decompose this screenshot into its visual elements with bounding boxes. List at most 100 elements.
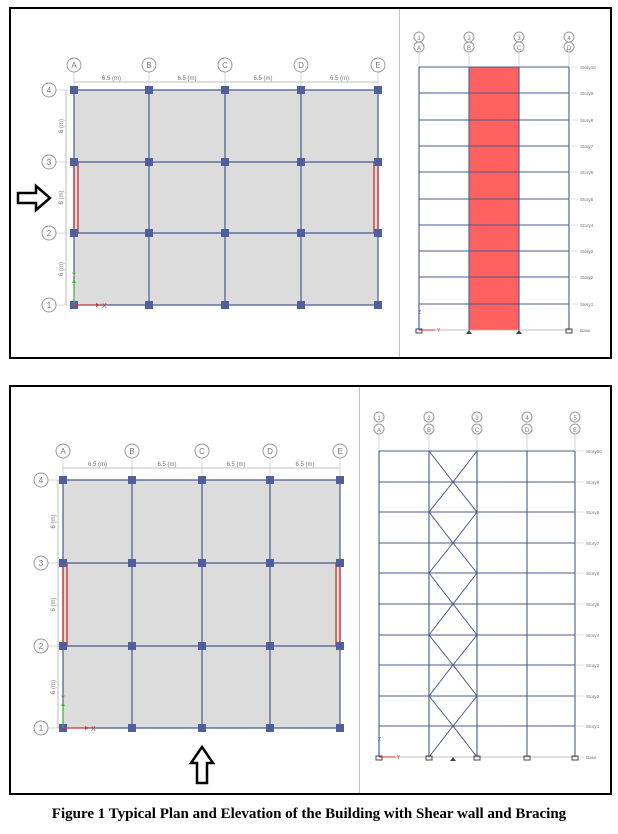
column: [374, 86, 382, 94]
story-label-Story9: Story9: [586, 480, 600, 485]
column: [59, 559, 67, 567]
elevation-view-shear-wall: 1 A 2 B 3 C 4 D Story10 Story9 Story8 Story7 Story6 S…: [399, 9, 596, 357]
column: [59, 642, 67, 650]
column: [198, 559, 206, 567]
bay-dimension-y-1: 6 (m): [51, 598, 57, 612]
bay-dimension-y-0: 6 (m): [59, 262, 65, 276]
grid-bubble-B-bubble: [124, 443, 140, 459]
column: [128, 559, 136, 567]
grid-bubble-C-label: C: [199, 447, 205, 456]
elevation-bubble-bottom-D-label: D: [525, 428, 530, 434]
elevation-bubble-top-4-bubble: [521, 411, 533, 423]
column: [266, 559, 274, 567]
grid-bubble-3-label: 3: [47, 158, 52, 167]
column: [198, 642, 206, 650]
column: [145, 301, 153, 309]
bay-dimension-x-2: 6.5 (m): [253, 76, 272, 82]
story-label-Story6: Story6: [586, 571, 600, 576]
story-label-Story2: Story2: [586, 694, 600, 699]
elevation-bubble-top-2-label: 2: [427, 416, 431, 422]
grid-bubble-B-bubble: [141, 57, 157, 73]
bay-dimension-y-2: 6 (m): [51, 515, 57, 529]
grid-bubble-3-label: 3: [39, 559, 44, 568]
story-label-Story3: Story3: [580, 249, 594, 254]
axis-x-label: X: [91, 726, 96, 733]
elevation-bubble-top-1-label: 1: [417, 36, 421, 42]
elevation-bubble-bottom-B-label: B: [427, 428, 431, 434]
column: [70, 86, 78, 94]
column: [145, 158, 153, 166]
plan-view-shear-wall: 6.5 (m) 6.5 (m) 6.5 (m) 6.5 (m) 6 (m) 6 (m) 6 …: [16, 57, 386, 313]
grid-bubble-E-label: E: [375, 61, 380, 70]
elevation-view-bracing: 1 A 2 B 3 C 4 D 5 E Story10 Story9 Story8 Story7 Story…: [359, 387, 602, 793]
axis-x-arrow: [85, 726, 89, 730]
load-direction-arrow-y: [188, 744, 216, 785]
column: [145, 86, 153, 94]
brace-inverted-v-Story5: [428, 603, 478, 636]
story-label-Story1: Story1: [580, 302, 594, 307]
grid-bubble-D-bubble: [262, 443, 278, 459]
story-label-Story2: Story2: [580, 275, 594, 280]
grid-bubble-4-label: 4: [39, 476, 44, 485]
story-label-Story3: Story3: [586, 663, 600, 668]
pinned-support: [450, 757, 456, 761]
grid-bubble-D-label: D: [267, 447, 273, 456]
grid-bubble-2-bubble: [33, 638, 49, 654]
grid-bubble-4-label: 4: [47, 86, 52, 95]
bay-dimension-x-3: 6.5 (m): [330, 76, 349, 82]
grid-bubble-2-label: 2: [47, 229, 52, 238]
elevation-bubble-bottom-D-label: D: [567, 46, 572, 52]
elevation-axis-y-label: Y: [397, 755, 401, 761]
elevation-bubble-top-3-label: 3: [517, 36, 521, 42]
grid-bubble-E-bubble: [332, 443, 348, 459]
bay-dimension-x-0: 6.5 (m): [88, 462, 107, 468]
elevation-bubble-top-1-bubble: [373, 411, 385, 423]
column: [198, 724, 206, 732]
story-label-Story5: Story5: [586, 602, 600, 607]
brace-v-Story10: [428, 450, 478, 483]
column: [128, 724, 136, 732]
axis-x-label: X: [102, 303, 107, 310]
grid-bubble-A-label: A: [71, 61, 77, 70]
figure-caption: Figure 1 Typical Plan and Elevation of t…: [51, 806, 567, 822]
column: [336, 476, 344, 484]
elevation-bubble-bottom-B-label: B: [467, 46, 471, 52]
elevation-bubble-top-4-label: 4: [525, 416, 529, 422]
grid-bubble-A-bubble: [55, 443, 71, 459]
grid-bubble-2-bubble: [41, 225, 57, 241]
grid-bubble-4-bubble: [33, 472, 49, 488]
load-direction-arrow-x: [16, 183, 52, 213]
column: [70, 229, 78, 237]
story-label-Story8: Story8: [580, 118, 594, 123]
bay-dimension-x-1: 6.5 (m): [177, 76, 196, 82]
column: [128, 476, 136, 484]
brace-inverted-v-Story1: [428, 725, 478, 758]
story-label-Story4: Story4: [580, 223, 594, 228]
axis-y-label: Y: [72, 273, 76, 279]
story-label-Story5: Story5: [580, 197, 594, 202]
bay-dimension-x-1: 6.5 (m): [157, 462, 176, 468]
column: [297, 158, 305, 166]
column: [221, 86, 229, 94]
elevation-axis-y-label: Y: [437, 328, 441, 334]
axis-x-arrow: [96, 303, 100, 307]
grid-bubble-4-bubble: [41, 82, 57, 98]
brace-inverted-v-Story3: [428, 664, 478, 697]
column: [374, 229, 382, 237]
grid-bubble-1-label: 1: [39, 724, 44, 733]
column: [59, 476, 67, 484]
column: [266, 476, 274, 484]
grid-bubble-E-bubble: [370, 57, 386, 73]
elevation-bubble-top-3-bubble: [471, 411, 483, 423]
column: [70, 158, 78, 166]
column: [266, 724, 274, 732]
elevation-bubble-bottom-C-label: C: [517, 46, 522, 52]
grid-bubble-E-label: E: [337, 447, 342, 456]
grid-bubble-1-bubble: [41, 297, 57, 313]
grid-bubble-3-bubble: [41, 154, 57, 170]
column: [128, 642, 136, 650]
grid-bubble-C-label: C: [222, 61, 228, 70]
brace-v-Story8: [428, 511, 478, 544]
grid-bubble-A-bubble: [66, 57, 82, 73]
shear-wall-figure-panel: 6.5 (m) 6.5 (m) 6.5 (m) 6.5 (m) 6 (m) 6 (m) 6 …: [9, 7, 612, 359]
